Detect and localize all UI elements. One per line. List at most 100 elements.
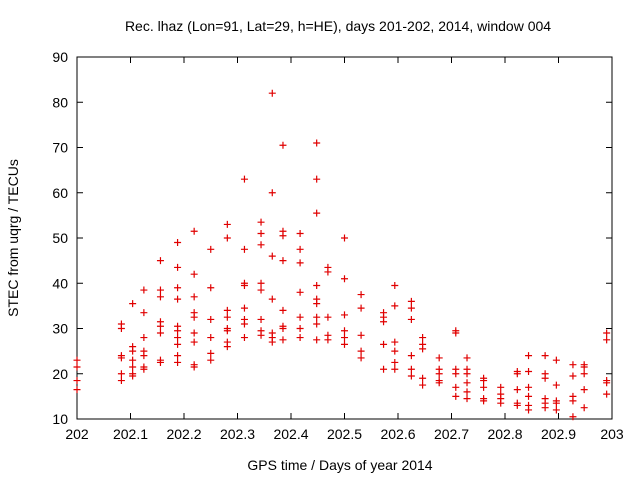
data-point <box>480 383 488 391</box>
data-point <box>603 329 611 337</box>
data-point <box>480 377 488 385</box>
y-tick-label: 60 <box>52 185 68 201</box>
y-tick-label: 30 <box>52 321 68 337</box>
data-point <box>117 325 125 332</box>
data-point <box>174 295 182 303</box>
data-point <box>174 284 182 292</box>
data-point <box>324 336 332 344</box>
data-point <box>140 365 148 373</box>
data-point <box>140 334 148 342</box>
x-tick-label: 202.8 <box>487 426 522 442</box>
data-point <box>380 318 388 326</box>
data-point <box>129 300 137 308</box>
data-point <box>174 239 182 247</box>
data-point <box>569 413 577 421</box>
data-point <box>73 363 81 371</box>
data-point <box>296 259 304 267</box>
data-point <box>463 354 471 362</box>
data-point <box>279 141 287 149</box>
data-point <box>207 245 215 253</box>
data-point <box>341 334 348 342</box>
data-point <box>552 381 560 389</box>
x-axis-label: GPS time / Days of year 2014 <box>247 457 432 473</box>
data-point <box>463 370 471 378</box>
y-tick-label: 40 <box>52 275 68 291</box>
data-point <box>140 352 148 360</box>
data-point <box>452 329 460 337</box>
data-point <box>174 358 182 366</box>
x-tick-label: 202.9 <box>541 426 576 442</box>
x-tick-label: 202.1 <box>113 426 148 442</box>
y-tick-label: 70 <box>52 140 68 156</box>
data-point <box>223 313 231 321</box>
data-point <box>541 352 549 360</box>
data-point <box>240 282 248 290</box>
axis-ticks: 202 202.1 202.2 202.3 202.4 202.5 202.6 202.7 20… <box>52 49 623 442</box>
data-point <box>541 374 549 382</box>
data-point <box>129 372 137 380</box>
data-point <box>190 270 198 278</box>
data-point <box>435 370 443 378</box>
data-point <box>190 363 198 371</box>
data-point <box>156 286 164 294</box>
data-point <box>296 229 304 237</box>
data-point <box>313 336 321 344</box>
data-point <box>463 395 471 403</box>
data-point <box>513 386 521 394</box>
data-point <box>257 286 265 294</box>
data-point <box>268 252 276 260</box>
data-point <box>552 399 560 407</box>
data-point <box>156 293 164 301</box>
data-point <box>552 356 560 364</box>
data-point <box>296 313 304 321</box>
data-point <box>296 334 304 342</box>
data-point <box>341 234 348 242</box>
data-point <box>480 397 488 405</box>
data-point <box>296 288 304 296</box>
data-point <box>240 334 248 342</box>
y-tick-label: 90 <box>52 49 68 65</box>
data-point <box>324 268 332 276</box>
data-point <box>341 275 348 283</box>
data-point <box>257 229 265 237</box>
data-point <box>357 291 365 299</box>
data-point <box>341 311 348 319</box>
data-point <box>207 284 215 292</box>
data-point <box>603 379 611 387</box>
y-axis-label: STEC from uqrg / TECUs <box>5 159 21 317</box>
y-tick-label: 10 <box>52 411 68 427</box>
data-point <box>268 338 276 346</box>
data-point <box>569 372 577 380</box>
data-point <box>497 399 505 407</box>
data-point <box>541 404 549 412</box>
data-point <box>73 377 81 385</box>
data-point <box>174 334 182 342</box>
x-tick-label: 202.3 <box>220 426 255 442</box>
data-point <box>407 304 415 312</box>
data-point <box>268 89 276 97</box>
data-point <box>313 209 321 217</box>
data-point <box>207 334 215 342</box>
data-point <box>341 340 348 348</box>
y-tick-label: 20 <box>52 366 68 382</box>
data-point <box>380 340 388 348</box>
data-point <box>190 338 198 346</box>
data-point <box>419 381 427 389</box>
data-point <box>580 386 588 394</box>
data-point <box>525 392 533 400</box>
data-point <box>580 363 588 371</box>
data-point <box>279 325 287 332</box>
data-point <box>419 374 427 382</box>
data-point <box>407 297 415 305</box>
data-point <box>223 220 231 228</box>
x-tick-label: 203 <box>600 426 624 442</box>
data-point <box>117 354 125 362</box>
data-point <box>391 365 399 373</box>
data-point <box>380 365 388 373</box>
data-point <box>174 340 182 348</box>
data-point <box>463 379 471 387</box>
data-points <box>73 89 611 421</box>
x-tick-label: 202 <box>65 426 89 442</box>
data-point <box>223 327 231 335</box>
data-point <box>513 401 521 409</box>
